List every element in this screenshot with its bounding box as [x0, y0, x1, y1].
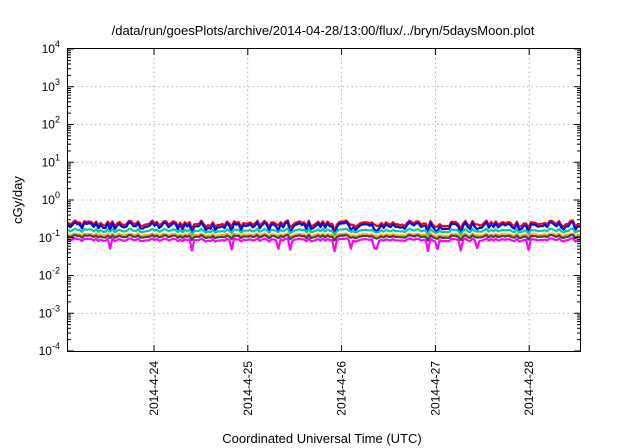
series-line: [67, 237, 581, 253]
x-axis-label: Coordinated Universal Time (UTC): [222, 431, 421, 446]
y-tick-label: 102: [42, 115, 60, 132]
x-tick-label: 2014-4-28: [522, 361, 536, 416]
y-tick-label: 103: [42, 77, 60, 94]
chart-title: /data/run/goesPlots/archive/2014-04-28/1…: [112, 23, 535, 38]
series-line: [67, 221, 581, 239]
x-tick-label: 2014-4-26: [335, 361, 349, 416]
y-tick-label: 10-2: [39, 266, 60, 283]
x-tick-label: 2014-4-24: [147, 361, 161, 416]
y-tick-label: 100: [42, 190, 60, 207]
plot-frame: [67, 48, 581, 352]
y-axis-label: cGy/day: [10, 176, 25, 224]
y-tick-label: 104: [42, 39, 60, 56]
series-group: [67, 219, 581, 253]
y-tick-label: 10-3: [39, 303, 60, 320]
grid: [68, 49, 580, 351]
series-line: [67, 232, 581, 239]
series-line: [67, 227, 581, 236]
y-tick-label: 101: [42, 152, 60, 169]
y-tick-label: 10-4: [39, 341, 60, 358]
series-line: [67, 233, 581, 242]
x-tick-label: 2014-4-27: [428, 361, 442, 416]
x-axis-ticks: 2014-4-24 2014-4-25 2014-4-26 2014-4-27 2014…: [147, 49, 536, 416]
x-tick-label: 2014-4-25: [241, 361, 255, 416]
y-axis-ticks: 10-4 10-3 10-2 10-1 100 101 102 103 104: [39, 39, 580, 358]
y-tick-label: 10-1: [39, 228, 60, 245]
